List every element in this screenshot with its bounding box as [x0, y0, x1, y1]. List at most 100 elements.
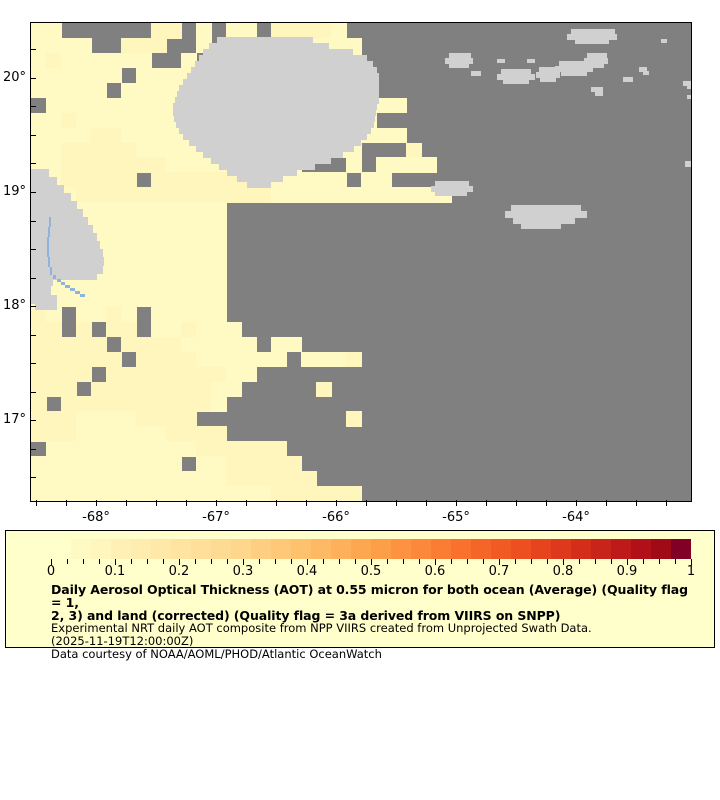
x-axis-label--67: -67°	[202, 510, 230, 525]
y-axis-tick	[30, 249, 36, 251]
aot-grid-cell	[211, 351, 227, 368]
colorbar-minor-tick	[163, 559, 164, 564]
aot-grid-cell	[76, 411, 92, 427]
colorbar-label-0.6: 0.6	[424, 564, 446, 579]
aot-grid-cell	[181, 366, 197, 383]
river-segment	[49, 217, 51, 227]
x-axis-tick	[66, 500, 67, 506]
aot-grid-cell	[316, 172, 332, 188]
colorbar-label-1: 1	[686, 564, 696, 579]
legend-text-block: Daily Aerosol Optical Thickness (AOT) at…	[51, 583, 701, 661]
aot-grid-cell	[76, 486, 92, 501]
aot-grid-cell	[106, 262, 122, 278]
aot-grid-cell	[211, 471, 227, 487]
aot-grid-cell	[46, 142, 62, 159]
aot-grid-cell	[121, 411, 137, 427]
colorbar-swatch-23	[511, 539, 531, 559]
x-axis-tick	[396, 500, 397, 506]
colorbar-label-0.2: 0.2	[168, 564, 190, 579]
aot-grid-cell	[316, 486, 332, 501]
aot-grid-cell	[211, 247, 227, 263]
aot-grid-cell	[166, 67, 182, 84]
aot-grid-cell	[31, 23, 47, 39]
aot-grid-cell	[46, 411, 62, 427]
land-fill	[199, 55, 367, 62]
land-fill	[643, 71, 649, 75]
aot-grid-cell	[136, 441, 152, 457]
colorbar-label-0.9: 0.9	[616, 564, 638, 579]
aot-grid-cell	[31, 381, 47, 398]
aot-grid-cell	[196, 381, 212, 398]
aot-grid-cell	[196, 351, 212, 368]
legend-panel: 0 0.1 0.2 0.3 0.4 0.5 0.6 0.7 0.8 0.9 1 Daily Aero…	[5, 530, 715, 661]
colorbar-major-tick	[435, 559, 436, 565]
land-fill	[35, 303, 57, 310]
aot-grid-cell	[271, 351, 287, 368]
colorbar-minor-tick	[659, 559, 660, 564]
aot-grid-cell	[151, 411, 167, 427]
aot-grid-cell	[61, 441, 77, 457]
aot-grid-cell	[31, 112, 47, 129]
aot-grid-cell	[241, 23, 257, 39]
aot-grid-cell	[166, 217, 182, 233]
land-fill	[497, 59, 505, 63]
aot-grid-cell	[196, 172, 212, 188]
aot-grid-cell	[106, 187, 122, 203]
aot-grid-cell	[61, 336, 77, 353]
aot-grid-cell	[166, 23, 182, 39]
aot-grid-cell	[151, 276, 167, 293]
aot-grid-cell	[61, 52, 77, 69]
aot-grid-cell	[211, 381, 227, 398]
land-fill	[31, 249, 103, 258]
y-axis-tick	[30, 220, 36, 222]
aot-grid-cell	[61, 37, 77, 54]
land-fill	[183, 133, 367, 140]
aot-grid-cell	[196, 232, 212, 248]
aot-grid-cell	[166, 471, 182, 487]
aot-grid-cell	[31, 321, 47, 338]
land-fill	[501, 69, 531, 75]
aot-grid-cell	[181, 411, 197, 427]
aot-grid-cell	[181, 52, 197, 69]
aot-grid-cell	[76, 52, 92, 69]
colorbar-minor-tick	[643, 559, 644, 564]
colorbar-swatch-8	[211, 539, 231, 559]
aot-grid-cell	[181, 217, 197, 233]
land-fill	[31, 201, 77, 210]
colorbar-label-0.7: 0.7	[488, 564, 510, 579]
colorbar-swatch-22	[491, 539, 511, 559]
aot-grid-cell	[226, 486, 242, 501]
aot-grid-cell	[181, 202, 197, 218]
x-axis-label--66: -66°	[322, 510, 350, 525]
aot-grid-cell	[331, 23, 347, 39]
aot-grid-cell	[61, 366, 77, 383]
aot-grid-cell	[376, 97, 392, 114]
land-fill	[503, 79, 529, 84]
aot-grid-cell	[46, 426, 62, 442]
aot-grid-cell	[196, 217, 212, 233]
x-axis-tick	[36, 500, 37, 506]
colorbar-minor-tick	[595, 559, 596, 564]
river-segment	[47, 247, 49, 257]
land-fill	[445, 58, 473, 64]
river-segment	[57, 279, 61, 282]
aot-grid-cell	[256, 351, 272, 368]
aot-grid-cell	[226, 456, 242, 472]
aot-grid-cell	[106, 291, 122, 308]
aot-grid-cell	[121, 321, 137, 338]
aot-grid-cell	[211, 232, 227, 248]
aot-grid-cell	[61, 112, 77, 129]
map-plot-area[interactable]	[30, 22, 692, 502]
aot-grid-cell	[301, 172, 317, 188]
aot-grid-cell	[151, 157, 167, 173]
land-fill	[31, 273, 97, 280]
y-axis-tick	[30, 77, 36, 79]
aot-grid-cell	[121, 336, 137, 353]
aot-grid-cell	[241, 441, 257, 457]
aot-grid-cell	[406, 142, 422, 159]
aot-grid-cell	[121, 247, 137, 263]
aot-grid-cell	[121, 456, 137, 472]
land-fill	[217, 37, 313, 44]
aot-grid-cell	[256, 471, 272, 487]
aot-grid-cell	[46, 351, 62, 368]
